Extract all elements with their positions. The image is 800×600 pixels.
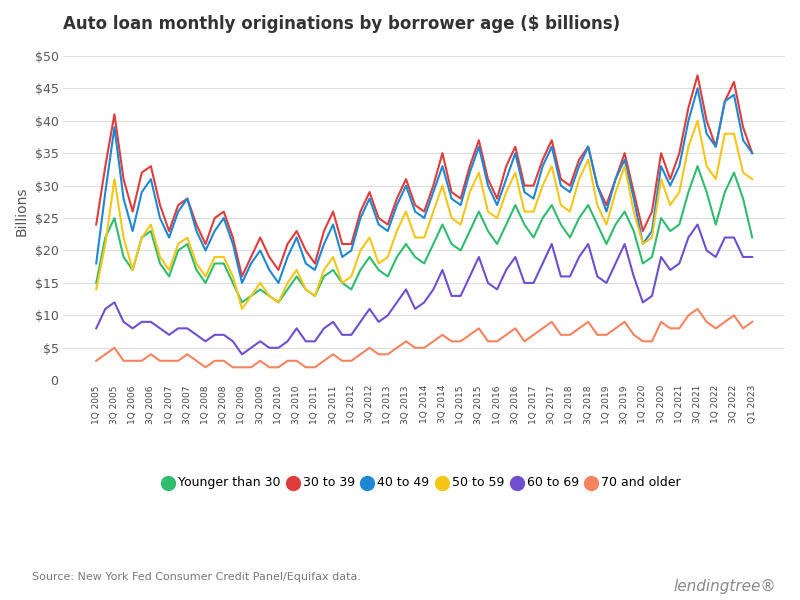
50 to 59 — [246, 292, 256, 299]
50 to 59 — [666, 202, 675, 209]
50 to 59 — [91, 286, 101, 293]
40 to 49 — [666, 182, 675, 189]
50 to 59 — [647, 234, 657, 241]
30 to 39 — [319, 227, 329, 235]
Younger than 30 — [91, 280, 101, 287]
Line: 50 to 59: 50 to 59 — [96, 121, 752, 309]
Line: 60 to 69: 60 to 69 — [96, 224, 752, 354]
Line: 30 to 39: 30 to 39 — [96, 76, 752, 277]
70 and older — [702, 318, 711, 325]
Younger than 30 — [702, 188, 711, 196]
60 to 69 — [91, 325, 101, 332]
60 to 69 — [246, 344, 256, 352]
60 to 69 — [702, 247, 711, 254]
60 to 69 — [747, 253, 757, 260]
30 to 39 — [91, 221, 101, 228]
30 to 39 — [429, 182, 438, 189]
60 to 69 — [429, 286, 438, 293]
50 to 59 — [747, 176, 757, 183]
Text: Source: New York Fed Consumer Credit Panel/Equifax data.: Source: New York Fed Consumer Credit Pan… — [32, 572, 361, 582]
Text: Auto loan monthly originations by borrower age ($ billions): Auto loan monthly originations by borrow… — [63, 15, 621, 33]
30 to 39 — [702, 117, 711, 124]
Younger than 30 — [693, 163, 702, 170]
Younger than 30 — [747, 234, 757, 241]
70 and older — [319, 357, 329, 364]
30 to 39 — [246, 253, 256, 260]
60 to 69 — [693, 221, 702, 228]
Line: Younger than 30: Younger than 30 — [96, 166, 752, 302]
70 and older — [201, 364, 210, 371]
30 to 39 — [237, 273, 246, 280]
Younger than 30 — [429, 241, 438, 248]
70 and older — [246, 364, 256, 371]
Y-axis label: Billions: Billions — [15, 187, 29, 236]
30 to 39 — [747, 149, 757, 157]
50 to 59 — [693, 117, 702, 124]
50 to 59 — [702, 163, 711, 170]
40 to 49 — [647, 227, 657, 235]
50 to 59 — [237, 305, 246, 313]
Younger than 30 — [237, 299, 246, 306]
70 and older — [747, 318, 757, 325]
70 and older — [666, 325, 675, 332]
50 to 59 — [319, 266, 329, 274]
60 to 69 — [319, 325, 329, 332]
40 to 49 — [237, 280, 246, 287]
30 to 39 — [693, 72, 702, 79]
50 to 59 — [429, 208, 438, 215]
40 to 49 — [91, 260, 101, 267]
Line: 40 to 49: 40 to 49 — [96, 88, 752, 283]
60 to 69 — [237, 350, 246, 358]
30 to 39 — [666, 176, 675, 183]
40 to 49 — [702, 130, 711, 137]
Text: lendingtree®: lendingtree® — [674, 579, 776, 594]
Younger than 30 — [246, 292, 256, 299]
Line: 70 and older: 70 and older — [96, 309, 752, 367]
40 to 49 — [747, 149, 757, 157]
40 to 49 — [246, 260, 256, 267]
Younger than 30 — [647, 253, 657, 260]
60 to 69 — [647, 292, 657, 299]
70 and older — [429, 338, 438, 345]
40 to 49 — [693, 85, 702, 92]
70 and older — [91, 357, 101, 364]
30 to 39 — [647, 208, 657, 215]
40 to 49 — [429, 188, 438, 196]
Younger than 30 — [666, 227, 675, 235]
70 and older — [647, 338, 657, 345]
Younger than 30 — [319, 273, 329, 280]
60 to 69 — [666, 266, 675, 274]
40 to 49 — [319, 241, 329, 248]
70 and older — [693, 305, 702, 313]
Legend: Younger than 30, 30 to 39, 40 to 49, 50 to 59, 60 to 69, 70 and older: Younger than 30, 30 to 39, 40 to 49, 50 … — [162, 471, 686, 494]
